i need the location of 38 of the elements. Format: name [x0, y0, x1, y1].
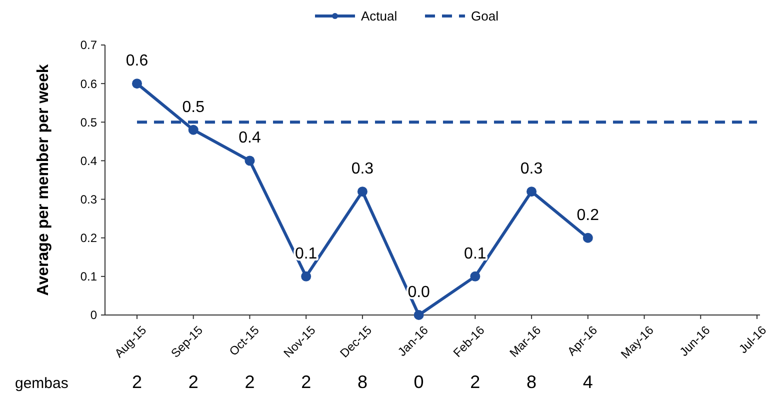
data-label: 0.3 [351, 160, 374, 178]
text: 2 [470, 372, 480, 392]
text: 0 [414, 372, 424, 392]
y-tick-label: 0 [90, 308, 98, 322]
y-tick-label: 0.2 [80, 231, 98, 246]
text: 8 [357, 372, 368, 392]
y-axis-title: Average per member per week [35, 64, 52, 296]
text: 2 [188, 372, 198, 392]
text: 4 [582, 372, 593, 392]
point [188, 124, 198, 135]
data-label: 0.4 [238, 130, 261, 147]
data-label: 0.5 [182, 98, 205, 116]
point [301, 271, 312, 282]
point [582, 232, 593, 243]
point [132, 78, 142, 89]
data-label: 0.2 [576, 206, 600, 224]
point [470, 271, 480, 282]
y-tick-label: 0.6 [80, 76, 98, 91]
text: gembas [15, 375, 68, 392]
point [414, 310, 424, 320]
text: 2 [301, 372, 312, 392]
y-tick-label: 0.5 [80, 115, 98, 130]
y-tick-label: 0.3 [80, 192, 98, 206]
legend-label: Actual [361, 8, 398, 24]
point [526, 186, 537, 197]
text: 8 [526, 372, 537, 392]
text: 2 [132, 372, 142, 392]
legend-label: Goal [471, 8, 499, 24]
data-label: 0.1 [294, 245, 318, 262]
text: 2 [244, 372, 255, 392]
data-label: 0.6 [126, 52, 148, 70]
y-tick-label: 0.7 [80, 38, 98, 52]
point [244, 156, 255, 166]
y-tick-label: 0.1 [80, 270, 98, 284]
y-tick-label: 0.4 [80, 154, 98, 168]
data-label: 0.1 [464, 245, 486, 262]
data-label: 0.3 [520, 160, 543, 178]
point [357, 186, 368, 197]
